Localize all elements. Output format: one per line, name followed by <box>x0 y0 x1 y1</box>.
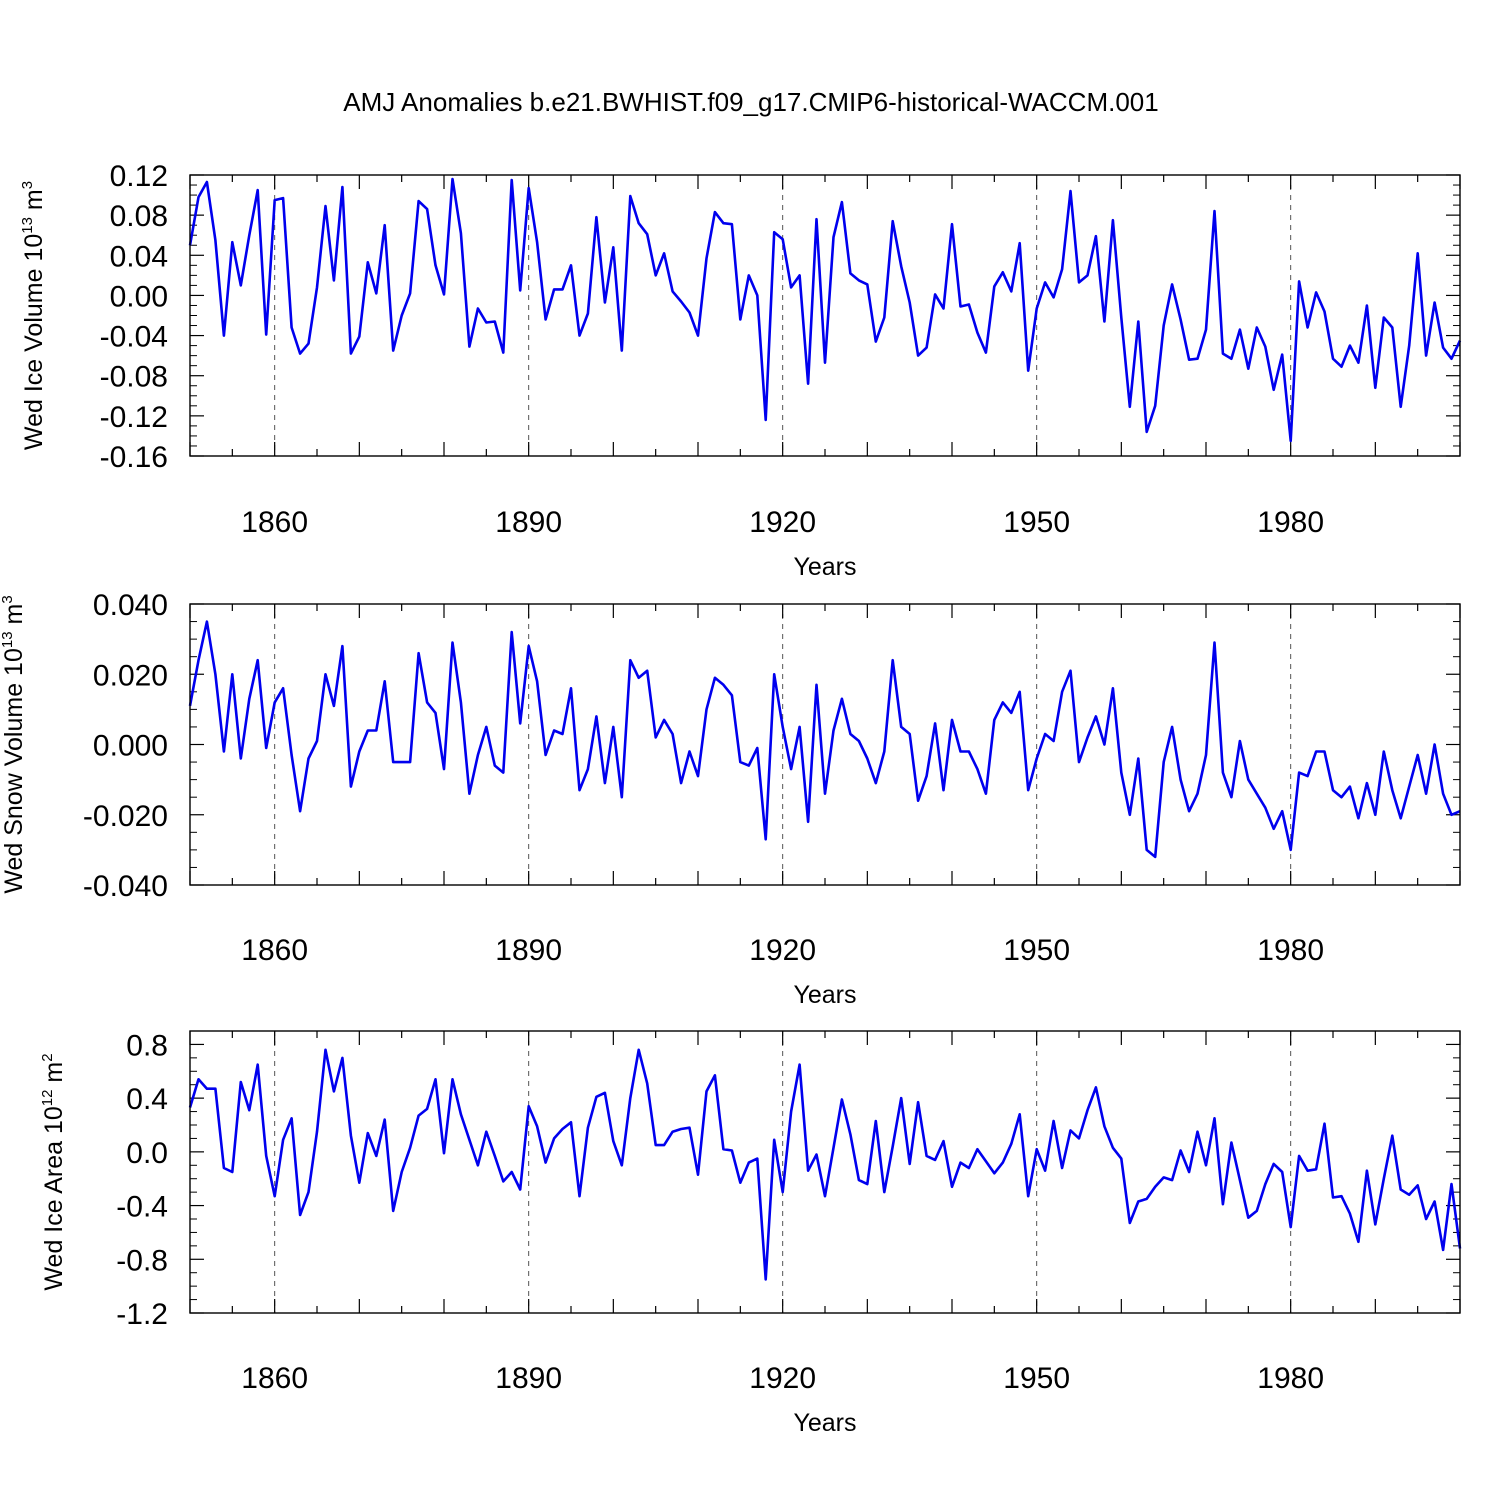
x-tick-label: 1860 <box>241 506 308 539</box>
y-tick-label: 0.4 <box>126 1083 168 1116</box>
y-axis-label: Wed Ice Volume 1013 m3 <box>19 181 48 450</box>
y-tick-label: 0.040 <box>93 589 168 622</box>
y-axis-label-base: Wed Snow Volume 10 <box>0 648 28 894</box>
y-axis-label-unit: m <box>40 1062 68 1090</box>
y-tick-label: -0.020 <box>83 800 168 833</box>
x-tick-label: 1950 <box>1003 934 1070 967</box>
x-axis-label: Years <box>793 1409 856 1437</box>
plot-frame <box>189 1030 1461 1314</box>
y-tick-label: 0.000 <box>93 730 168 763</box>
y-tick-label: 0.12 <box>110 160 168 193</box>
x-tick-label: 1890 <box>495 1362 562 1395</box>
chart-panel-3: 0.8 0.4 0.0 -0.4 -0.8 -1.2 1860 1890 1920 1950 198… <box>39 1029 1462 1437</box>
x-tick-label: 1920 <box>749 1362 816 1395</box>
y-tick-label: 0.8 <box>126 1029 168 1062</box>
y-axis-label-unit-exponent: 3 <box>0 595 16 603</box>
y-axis-label-exponent: 13 <box>0 631 16 648</box>
y-tick-label: -0.4 <box>116 1191 168 1224</box>
y-tick-label: -0.12 <box>100 401 168 434</box>
series-line <box>188 177 1462 443</box>
x-axis-label: Years <box>793 553 856 581</box>
x-tick-label: 1860 <box>241 1362 308 1395</box>
x-tick-label: 1860 <box>241 934 308 967</box>
x-tick-label: 1920 <box>749 506 816 539</box>
y-tick-label: 0.0 <box>126 1137 168 1170</box>
y-axis-label-unit: m <box>20 189 48 217</box>
y-tick-label: -0.08 <box>100 361 168 394</box>
y-tick-label: 0.08 <box>110 200 168 233</box>
chart-title: AMJ Anomalies b.e21.BWHIST.f09_g17.CMIP6… <box>343 87 1158 117</box>
y-axis-label-base: Wed Ice Area 10 <box>40 1106 68 1290</box>
y-tick-label: -0.8 <box>116 1244 168 1277</box>
x-tick-label: 1890 <box>495 934 562 967</box>
x-tick-label: 1950 <box>1003 1362 1070 1395</box>
y-axis-label-unit-exponent: 3 <box>19 181 36 189</box>
x-tick-label: 1950 <box>1003 506 1070 539</box>
y-tick-label: 0.04 <box>110 240 168 273</box>
chart-panel-1: 0.12 0.08 0.04 0.00 -0.04 -0.08 -0.12 -0.16 1860… <box>19 160 1462 581</box>
x-tick-label: 1980 <box>1257 1362 1324 1395</box>
chart-panel-2: 0.040 0.020 0.000 -0.020 -0.040 1860 1890 1920 1… <box>0 589 1461 1009</box>
series-line <box>188 620 1461 859</box>
y-tick-label: -0.040 <box>83 870 168 903</box>
y-axis-label: Wed Ice Area 1012 m2 <box>39 1053 68 1290</box>
y-tick-label: 0.020 <box>93 659 168 692</box>
y-tick-label: -0.16 <box>100 441 168 474</box>
y-tick-label: 0.00 <box>110 280 168 313</box>
y-axis-label-base: Wed Ice Volume 10 <box>20 234 48 450</box>
x-tick-label: 1920 <box>749 934 816 967</box>
y-axis-label-unit-exponent: 2 <box>39 1053 56 1061</box>
plot-frame <box>189 603 1461 886</box>
x-tick-label: 1980 <box>1257 506 1324 539</box>
y-axis-label-exponent: 12 <box>39 1090 56 1107</box>
y-tick-label: -1.2 <box>116 1298 168 1331</box>
panels: 0.12 0.08 0.04 0.00 -0.04 -0.08 -0.12 -0.16 1860… <box>0 160 1462 1437</box>
y-axis-label-unit: m <box>0 604 28 632</box>
x-tick-label: 1980 <box>1257 934 1324 967</box>
plot-frame <box>189 174 1461 457</box>
y-axis-label-exponent: 13 <box>19 217 36 234</box>
y-tick-label: -0.04 <box>100 321 168 354</box>
y-axis-label: Wed Snow Volume 1013 m3 <box>0 595 28 893</box>
x-axis-label: Years <box>793 981 856 1009</box>
series-line <box>188 1048 1462 1281</box>
x-tick-label: 1890 <box>495 506 562 539</box>
